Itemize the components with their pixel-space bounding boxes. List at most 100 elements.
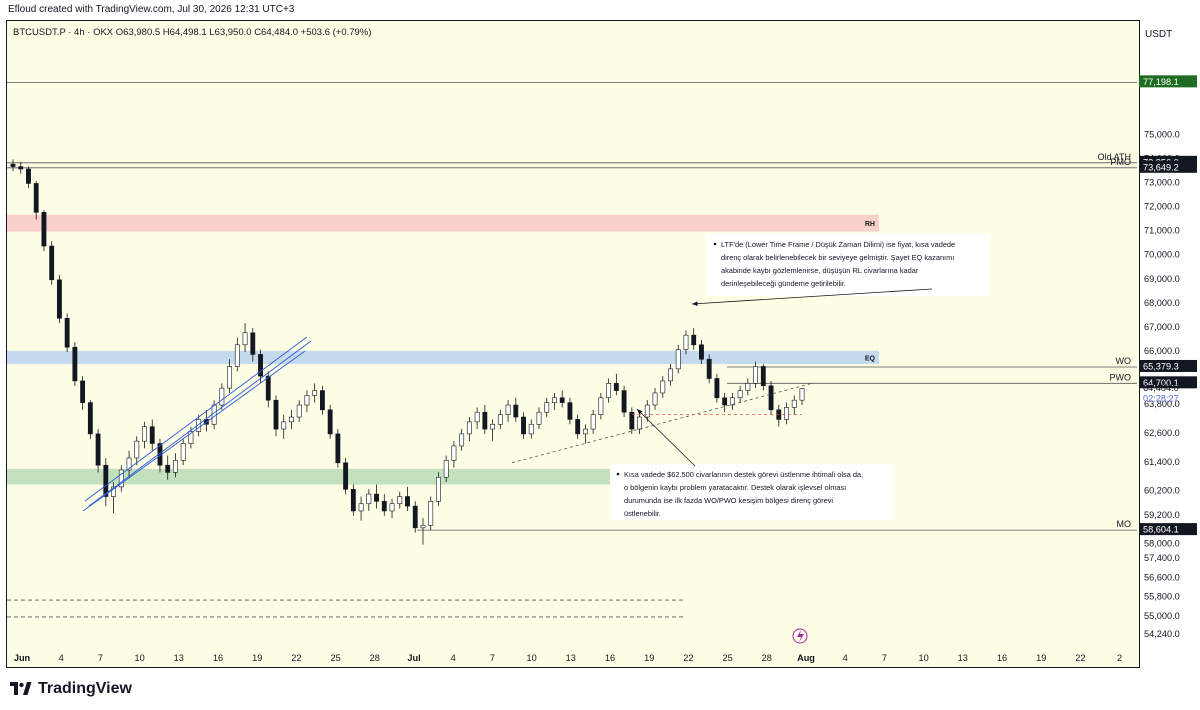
price-tick-label: 55,000.0 <box>1144 611 1180 621</box>
time-tick-label: 10 <box>134 653 144 663</box>
candle-up <box>436 476 441 502</box>
price-tick-label: 69,000.0 <box>1144 274 1180 284</box>
candle-down <box>265 375 271 401</box>
candle-up <box>118 469 124 488</box>
price-badge-pmo <box>1139 160 1197 173</box>
time-tick-label: 7 <box>882 653 887 663</box>
price-tick-label: 72,000.0 <box>1144 202 1180 212</box>
time-tick-label: 16 <box>605 653 615 663</box>
level-tag-pmo: PMO <box>1110 157 1131 167</box>
candle-down <box>513 404 519 418</box>
level-tag-mo: MO <box>1117 519 1132 529</box>
candle-down <box>381 501 387 512</box>
candle-down <box>405 496 410 507</box>
candle-down <box>521 416 526 435</box>
candle-up <box>428 501 434 526</box>
candle-up <box>536 411 542 425</box>
candle-up <box>474 411 480 423</box>
open-value: O63,980.5 <box>115 27 161 38</box>
candle-up <box>753 366 759 384</box>
candle-up <box>799 388 805 401</box>
tradingview-logo-icon <box>10 682 32 695</box>
high-value: H64,498.1 <box>162 27 207 38</box>
candle-down <box>613 383 619 391</box>
bottom_note-line: durumunda ise ilk fazda WO/PWO kesişim b… <box>624 496 833 505</box>
candle-down <box>714 378 720 399</box>
time-tick-label: Jun <box>14 653 31 663</box>
price-tick-label: 68,000.0 <box>1144 298 1180 308</box>
candle-down <box>412 505 418 529</box>
price-tick-label: 55,800.0 <box>1144 592 1180 602</box>
candle-down <box>706 358 712 379</box>
lightning-icon <box>792 628 808 644</box>
change-value: +503.6 (+0.79%) <box>300 27 372 38</box>
level-tag-old-ath: Old ATH <box>1098 152 1131 162</box>
candle-down <box>18 166 24 170</box>
time-tick-label: 4 <box>843 653 848 663</box>
time-tick-label: 28 <box>762 653 772 663</box>
time-tick-label: 16 <box>997 653 1007 663</box>
footer: TradingView <box>0 668 1200 710</box>
price-tick-label: 71,000.0 <box>1144 226 1180 236</box>
candle-down <box>56 279 62 319</box>
price-tick-label: 59,200.0 <box>1144 510 1180 520</box>
candle-up <box>188 431 194 444</box>
candle-up <box>544 402 550 413</box>
candle-down <box>33 183 39 213</box>
level-tag-pwo: PWO <box>1110 372 1132 382</box>
top_note-arrow <box>691 288 933 305</box>
time-tick-label: 7 <box>490 653 495 663</box>
top_note-box: LTF'de (Lower Time Frame / Düşük Zaman D… <box>691 234 989 306</box>
candle-up <box>505 404 511 415</box>
price-tick-label: 56,600.0 <box>1144 572 1180 582</box>
price-badge-label: 77,198.1 <box>1143 77 1179 87</box>
candle-down <box>80 380 86 403</box>
price-axis[interactable]: 75,000.074,000.073,000.072,000.071,000.0… <box>1138 20 1200 666</box>
candle-down <box>350 488 356 512</box>
zone-label-eq: EQ <box>865 355 876 362</box>
candle-down <box>10 163 16 167</box>
candle-down <box>559 397 565 403</box>
bottom_note-arrowhead <box>637 409 643 415</box>
symbol-info[interactable]: BTCUSDT.P · 4h · OKX <box>13 27 114 38</box>
price-badge-label: 73,649.2 <box>1143 162 1179 172</box>
candle-down <box>482 411 488 430</box>
candle-up <box>590 414 596 430</box>
candle-down <box>49 245 55 281</box>
bottom_note-bullet <box>616 472 620 476</box>
candle-up <box>242 332 248 346</box>
candle-up <box>582 428 588 435</box>
time-tick-label: 22 <box>683 653 693 663</box>
candle-up <box>668 368 673 382</box>
candle-down <box>273 399 279 430</box>
price-tick-label: 62,600.0 <box>1144 428 1180 438</box>
time-tick-label: 10 <box>526 653 536 663</box>
candle-up <box>490 423 496 430</box>
price-badge-label: 65,379.3 <box>1143 361 1179 371</box>
close-value: C64,484.0 <box>254 27 299 38</box>
top_note-bullet <box>713 242 717 246</box>
trendline-dashed <box>511 382 813 464</box>
price-tick-label: 57,400.0 <box>1144 553 1180 563</box>
currency-label[interactable]: USDT <box>1145 29 1173 40</box>
time-tick-label: 28 <box>370 653 380 663</box>
last-price-label: 64,484.0 <box>1143 383 1179 393</box>
zone-label-rh: RH <box>865 221 875 228</box>
candle-up <box>196 419 202 432</box>
bottom_note-background <box>610 464 894 520</box>
top_note-arrowhead <box>692 301 698 306</box>
candle-up <box>729 397 735 406</box>
time-tick-label: 19 <box>644 653 654 663</box>
time-axis[interactable]: Jun 4 7 10 13 16 19 22 25 28 Jul 4 7 10 13 16 19 22 25 28 Au… <box>6 647 1138 667</box>
bottom_note-line: o bölgenin kaybı problem yaratacaktır. D… <box>624 483 846 492</box>
channel-line <box>82 350 306 512</box>
price-tick-label: 54,240.0 <box>1144 629 1180 639</box>
time-tick-label: Jul <box>407 653 420 663</box>
candle-up <box>397 496 403 505</box>
top_note-background <box>707 234 989 296</box>
candle-up <box>497 414 503 425</box>
candle-up <box>598 397 604 415</box>
tradingview-logo[interactable]: TradingView <box>10 680 132 698</box>
top_note-line: LTF'de (Lower Time Frame / Düşük Zaman D… <box>721 240 955 249</box>
